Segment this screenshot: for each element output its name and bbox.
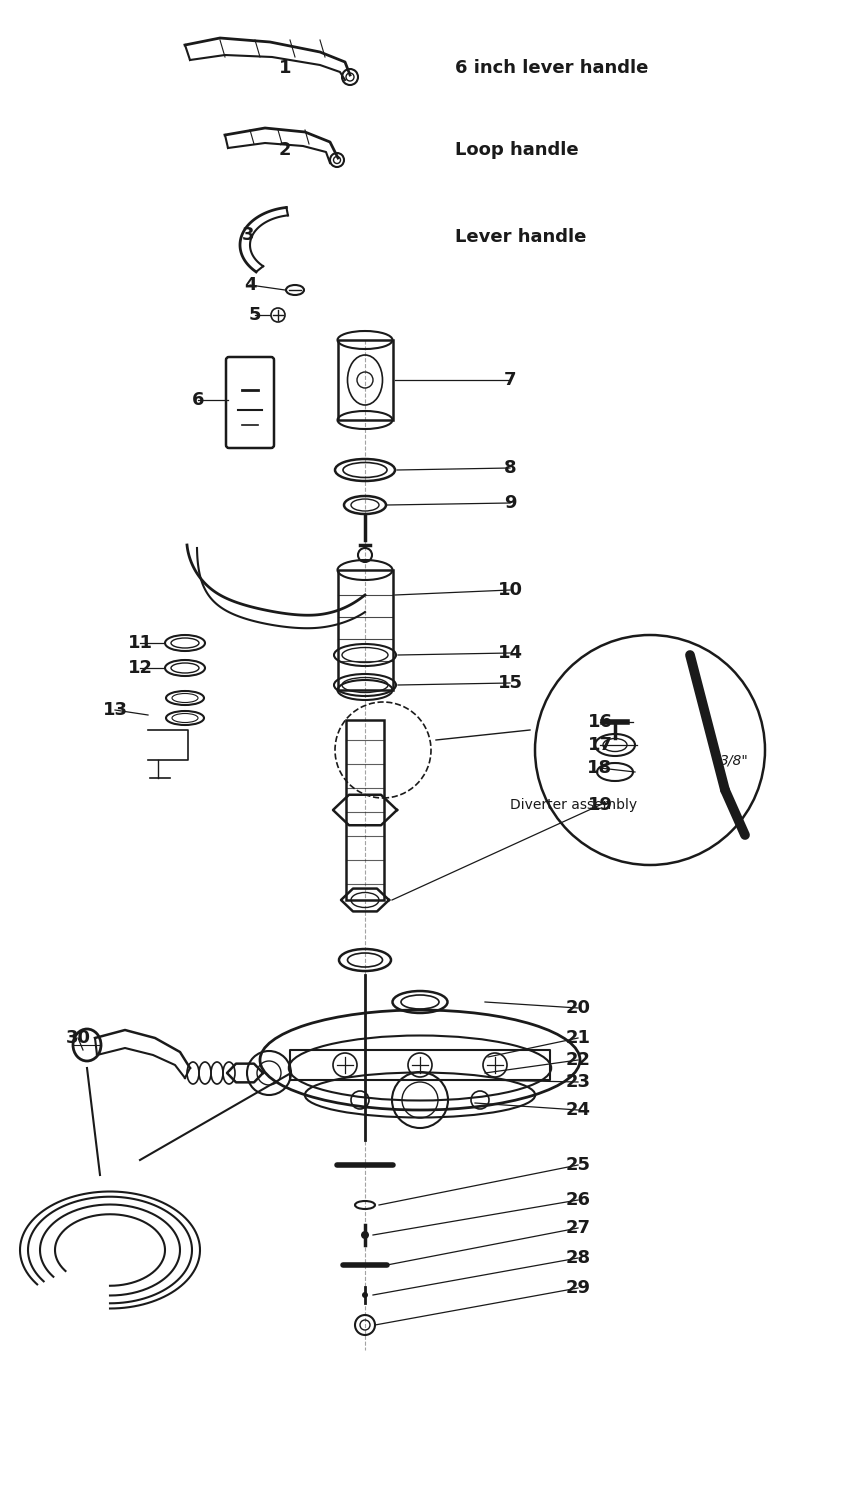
Text: 3/8": 3/8" bbox=[719, 753, 748, 766]
Text: 30: 30 bbox=[66, 1029, 90, 1047]
Text: 5: 5 bbox=[249, 306, 261, 324]
Text: 15: 15 bbox=[497, 674, 522, 692]
Text: Lever handle: Lever handle bbox=[454, 228, 585, 246]
Text: 4: 4 bbox=[244, 276, 256, 294]
Text: 20: 20 bbox=[565, 999, 590, 1017]
Text: 19: 19 bbox=[587, 796, 612, 814]
Text: 14: 14 bbox=[497, 644, 522, 662]
Bar bbox=[337, 570, 393, 690]
Text: 26: 26 bbox=[565, 1191, 590, 1209]
Text: 23: 23 bbox=[565, 1074, 590, 1091]
Text: 21: 21 bbox=[565, 1029, 590, 1047]
Bar bbox=[346, 720, 383, 901]
Text: 24: 24 bbox=[565, 1100, 590, 1120]
Text: 22: 22 bbox=[565, 1051, 590, 1069]
Circle shape bbox=[361, 1293, 367, 1299]
Text: 8: 8 bbox=[503, 459, 515, 477]
Text: Loop handle: Loop handle bbox=[454, 142, 578, 160]
Text: 25: 25 bbox=[565, 1156, 590, 1173]
Text: 6 inch lever handle: 6 inch lever handle bbox=[454, 60, 648, 78]
Text: Diverter assembly: Diverter assembly bbox=[509, 798, 636, 813]
Text: 3: 3 bbox=[241, 227, 254, 245]
Text: 28: 28 bbox=[565, 1249, 590, 1267]
Circle shape bbox=[360, 1232, 369, 1239]
Text: 16: 16 bbox=[587, 713, 612, 731]
Text: 12: 12 bbox=[127, 659, 153, 677]
Text: 29: 29 bbox=[565, 1279, 590, 1297]
Text: 6: 6 bbox=[192, 391, 204, 409]
Text: 7: 7 bbox=[504, 371, 515, 389]
Text: 2: 2 bbox=[279, 142, 291, 160]
Text: 11: 11 bbox=[127, 634, 153, 652]
Text: 17: 17 bbox=[587, 737, 612, 754]
Text: 18: 18 bbox=[587, 759, 612, 777]
Text: 27: 27 bbox=[565, 1220, 590, 1238]
Bar bbox=[337, 340, 393, 420]
Text: 1: 1 bbox=[279, 60, 291, 78]
Text: 9: 9 bbox=[504, 494, 515, 511]
Text: 13: 13 bbox=[102, 701, 127, 719]
Text: 10: 10 bbox=[497, 581, 522, 599]
